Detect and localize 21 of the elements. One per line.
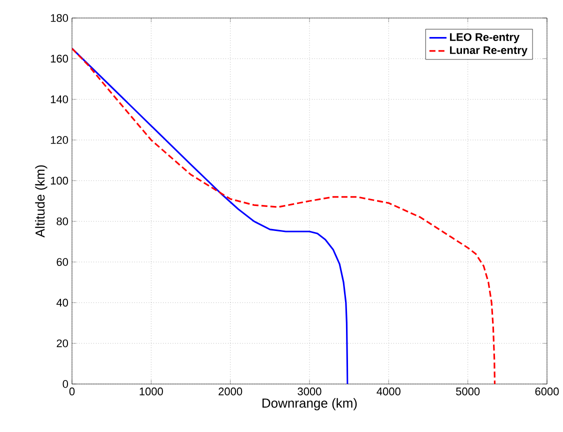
- legend-label: LEO Re-entry: [450, 33, 520, 44]
- y-tick-label: 20: [56, 339, 68, 348]
- x-tick-label: 4000: [376, 388, 400, 396]
- y-tick-label: 180: [50, 14, 68, 22]
- y-axis-title: Altitude (km): [35, 165, 48, 238]
- y-tick-label: 40: [56, 298, 68, 307]
- legend-label: Lunar Re-entry: [450, 46, 528, 56]
- y-tick-label: 160: [50, 54, 68, 63]
- y-tick-label: 100: [50, 176, 68, 185]
- y-tick-label: 120: [50, 136, 68, 144]
- y-tick-label: 80: [56, 217, 68, 226]
- x-tick-label: 3000: [298, 388, 322, 396]
- x-tick-label: 6000: [535, 388, 559, 396]
- y-tick-label: 140: [50, 95, 68, 104]
- x-tick-label: 2000: [218, 388, 242, 396]
- x-tick-label: 5000: [456, 388, 480, 396]
- y-tick-label: 60: [56, 258, 68, 266]
- x-tick-label: 0: [69, 388, 75, 396]
- x-axis-title: Downrange (km): [262, 398, 357, 410]
- x-tick-label: 1000: [140, 388, 163, 396]
- y-tick-label: 0: [62, 380, 68, 388]
